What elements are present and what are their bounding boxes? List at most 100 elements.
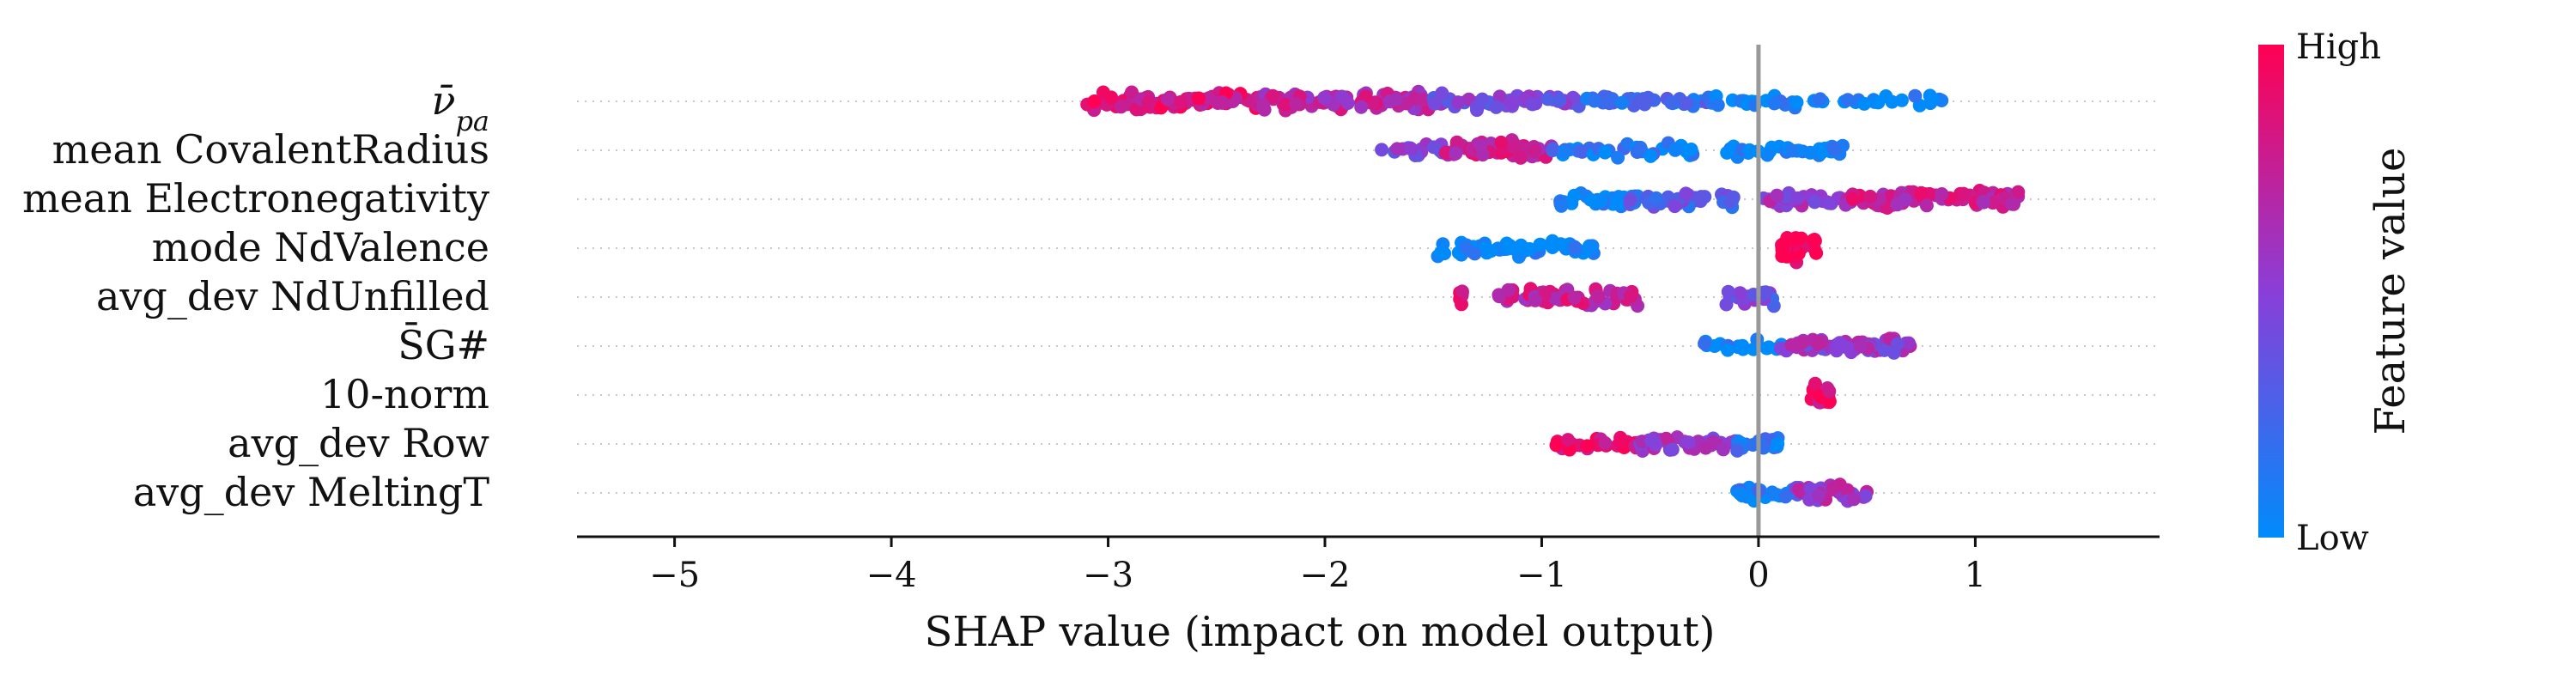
feature-label: avg_dev Row	[228, 420, 489, 466]
shap-point	[1467, 246, 1482, 261]
shap-point	[1858, 489, 1873, 503]
shap-point	[1575, 144, 1589, 159]
shap-point	[1567, 240, 1582, 255]
shap-point	[1484, 244, 1498, 258]
shap-point	[1908, 88, 1923, 103]
x-tick-label: 1	[1965, 556, 1986, 595]
shap-point	[1890, 198, 1905, 212]
shap-point	[1719, 297, 1734, 312]
shap-point	[1822, 394, 1837, 409]
shap-point	[1759, 285, 1773, 300]
shap-point	[1668, 143, 1682, 157]
colorbar-low-label: Low	[2296, 519, 2369, 558]
shap-point	[1644, 434, 1659, 448]
shap-point	[1473, 138, 1487, 153]
shap-point	[1104, 90, 1119, 105]
shap-point	[1827, 142, 1841, 156]
shap-point	[1821, 196, 1836, 210]
shap-point	[1771, 436, 1785, 451]
shap-point	[1455, 297, 1468, 312]
shap-point	[1778, 489, 1793, 504]
shap-point	[1450, 95, 1465, 110]
feature-label: mean CovalentRadius	[52, 126, 489, 173]
shap-point	[1388, 93, 1403, 107]
x-tick-label: −2	[1300, 556, 1351, 595]
feature-label: S̄G#	[398, 321, 489, 368]
shap-point	[1587, 94, 1601, 108]
x-tick-label: 0	[1747, 556, 1769, 595]
x-tick-label: −4	[866, 556, 917, 595]
shap-point	[1692, 192, 1707, 206]
shap-point	[1552, 93, 1567, 107]
shap-point	[1375, 143, 1389, 157]
shap-point	[1777, 236, 1791, 251]
x-tick-label: −3	[1083, 556, 1133, 595]
shap-point	[1665, 442, 1680, 457]
shap-point	[1726, 190, 1741, 204]
shap-point	[1795, 335, 1809, 350]
shap-point	[1814, 145, 1829, 160]
shap-point	[1598, 144, 1613, 159]
shap-point	[1710, 98, 1725, 112]
shap-point	[1806, 233, 1820, 247]
shap-point	[1404, 142, 1419, 156]
shap-point	[1846, 492, 1861, 507]
shap-point	[1716, 442, 1730, 457]
shap-point	[1475, 92, 1490, 106]
shap-point	[1681, 435, 1696, 450]
shap-point	[1789, 95, 1804, 110]
shap-point	[1730, 443, 1745, 458]
x-axis-label: SHAP value (impact on model output)	[925, 608, 1716, 656]
shap-point	[1580, 439, 1595, 453]
shap-point	[1583, 192, 1598, 207]
shap-point	[1679, 96, 1693, 111]
shap-point	[1114, 100, 1128, 114]
shap-point	[1935, 187, 1949, 201]
colorbar: High Low Feature value	[2258, 27, 2415, 558]
shap-point	[1720, 145, 1735, 160]
shap-point	[1742, 143, 1757, 157]
shap-point	[1633, 140, 1648, 155]
shap-point	[1533, 237, 1547, 252]
shap-point	[1525, 97, 1540, 112]
shap-point	[1809, 246, 1824, 260]
shap-point	[1784, 337, 1799, 352]
shap-point	[1334, 89, 1349, 104]
shap-point	[1590, 289, 1605, 303]
shap-point	[1668, 199, 1682, 214]
x-axis: −5 −4 −3 −2 −1 0 1	[577, 535, 2160, 595]
shap-point	[1767, 96, 1782, 111]
shap-point	[1811, 489, 1826, 503]
shap-point	[1822, 384, 1837, 398]
shap-point	[1624, 289, 1638, 303]
shap-point	[1811, 337, 1826, 351]
row-gridlines	[577, 100, 2160, 494]
shap-point	[1435, 86, 1449, 100]
shap-point	[1506, 140, 1521, 155]
shap-point	[1871, 95, 1886, 110]
colorbar-high-label: High	[2296, 27, 2381, 67]
shap-point	[1494, 135, 1509, 149]
beeswarm-points	[1080, 84, 2026, 508]
shap-point	[1649, 191, 1663, 205]
feature-label: avg_dev NdUnfilled	[96, 273, 489, 319]
shap-point	[1721, 284, 1735, 299]
shap-point	[1643, 149, 1658, 163]
shap-point	[1637, 97, 1652, 112]
feature-label: avg_dev MeltingT	[133, 469, 489, 515]
colorbar-gradient	[2258, 45, 2284, 538]
shap-point	[1615, 95, 1629, 110]
shap-point	[1731, 340, 1746, 355]
shap-point	[1211, 96, 1225, 110]
shap-point	[1698, 337, 1712, 350]
shap-point	[1659, 431, 1674, 446]
shap-point	[1504, 96, 1518, 111]
shap-point	[1449, 135, 1464, 149]
shap-point	[1762, 340, 1776, 355]
shap-point	[1863, 189, 1878, 204]
colorbar-title: Feature value	[2366, 148, 2415, 435]
shap-point	[1540, 92, 1555, 106]
shap-point	[1584, 240, 1599, 254]
